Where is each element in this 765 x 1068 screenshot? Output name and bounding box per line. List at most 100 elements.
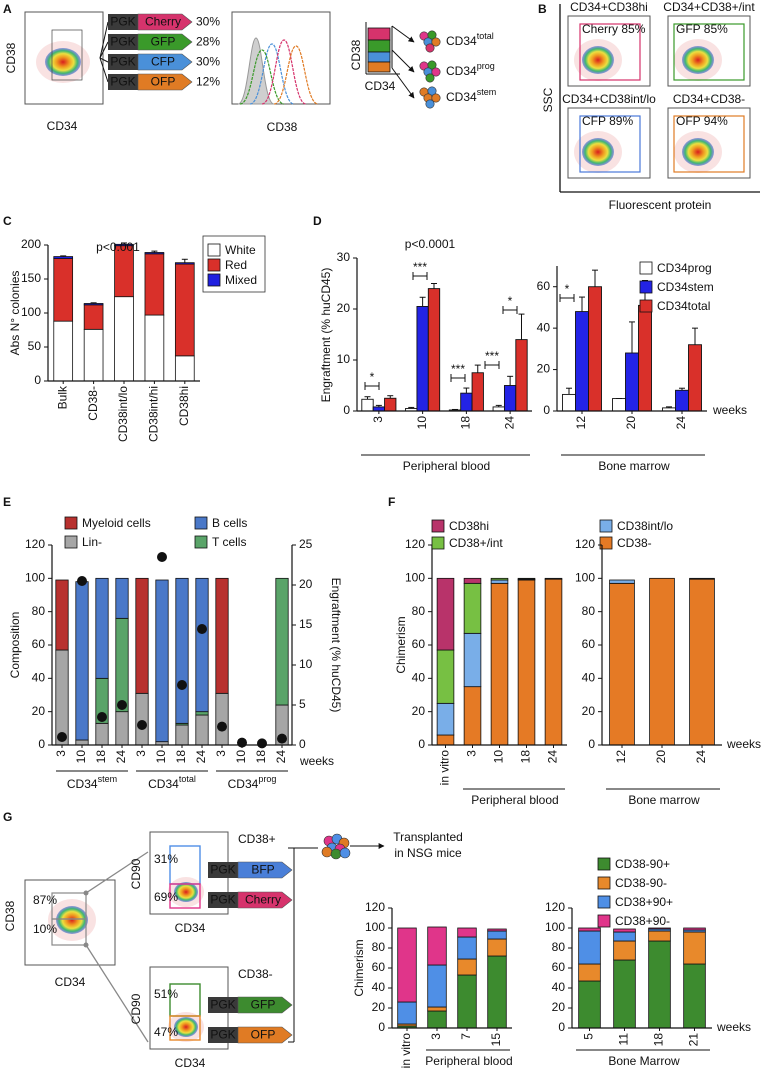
y-tick-label: 40 (412, 671, 426, 685)
x-tick-label: 11 (617, 1033, 631, 1046)
axis-label: CD34 (365, 79, 396, 93)
x-tick-label: 3 (429, 1033, 443, 1040)
bar-segment (144, 253, 165, 316)
bar-segment (174, 355, 195, 382)
x-tick-label: Bulk (55, 385, 69, 409)
x-tick-label: 18 (174, 750, 188, 764)
engraftment-dot (237, 737, 247, 748)
x-unit-label: weeks (716, 1020, 751, 1034)
x-tick-label: 21 (687, 1033, 701, 1047)
x-tick-label: 10 (234, 750, 248, 764)
bar (471, 372, 484, 412)
legend-label: CD38+/int (449, 536, 503, 550)
population-label: CD34stem (446, 87, 496, 104)
legend-swatch (207, 243, 221, 257)
bar-segment (83, 304, 104, 330)
x-tick-label: 3 (54, 750, 68, 757)
cell-icon (431, 93, 441, 103)
population-label-base: CD34 (446, 90, 477, 104)
connector-dot (83, 890, 89, 896)
bar-segment (174, 263, 195, 357)
x-tick-label: CD38hi (177, 386, 191, 426)
connector (99, 57, 109, 63)
y2-tick-label: 5 (299, 697, 306, 711)
percent-label: 28% (196, 35, 220, 49)
axis-label: CD38 (349, 39, 363, 70)
legend-label: CD34stem (657, 280, 714, 294)
bar (503, 385, 517, 412)
bar-segment (578, 980, 601, 1029)
promoter-box (208, 892, 238, 908)
axis-label: CD38 (3, 900, 17, 931)
y-tick-label: 0 (34, 373, 41, 387)
bar-segment (115, 711, 129, 746)
y2-tick-label: 10 (299, 657, 313, 671)
y-axis-label: Composition (8, 612, 22, 679)
connector (99, 21, 109, 59)
axis-label: CD34 (47, 119, 78, 133)
bar-segment (487, 938, 507, 957)
axis-label: CD34 (175, 921, 206, 935)
y-tick-label: 20 (552, 1000, 566, 1014)
scheme-segment (367, 27, 391, 41)
legend-label: CD38-90+ (615, 857, 670, 871)
bar (427, 288, 441, 412)
bar-segment (457, 927, 477, 938)
bar (416, 306, 429, 412)
legend-label: Myeloid cells (82, 516, 151, 530)
flow-density (174, 882, 198, 902)
bar-segment (55, 579, 69, 651)
axis-label: CD34 (175, 1056, 206, 1068)
x-group-label: CD34prog (228, 774, 277, 791)
legend-label: T cells (212, 535, 246, 549)
bar-segment (397, 927, 417, 1003)
bar (575, 311, 589, 412)
bar (625, 352, 639, 412)
histogram-curve (273, 45, 319, 105)
bar-segment (578, 927, 601, 932)
gate-label: 10% (33, 922, 57, 936)
x-group-label-base: CD34 (228, 777, 259, 791)
legend-label: CD38+90- (615, 914, 670, 928)
panel-label: D (313, 214, 322, 228)
promoter-label: PGK (210, 863, 235, 877)
x-tick-label: 24 (546, 750, 560, 764)
subset-title: CD38- (238, 967, 273, 981)
flow-density (582, 46, 614, 74)
legend-swatch (599, 536, 613, 550)
axis-label: CD90 (129, 993, 143, 1024)
bar-segment (83, 303, 104, 306)
bar-segment (487, 955, 507, 1029)
bar-segment (490, 577, 509, 581)
connector-dot (83, 942, 89, 948)
cell-icon (431, 67, 441, 77)
cell-icon (425, 99, 435, 109)
percent-label: 12% (196, 75, 220, 89)
bar-segment (648, 930, 671, 942)
y-tick-label: 60 (582, 637, 596, 651)
gene-label: GFP (251, 998, 276, 1012)
bar-segment (75, 739, 89, 746)
gate-label: 69% (154, 890, 178, 904)
x-group-label: CD34total (148, 774, 196, 791)
x-tick-label: 20 (654, 750, 668, 764)
bar-segment (275, 577, 289, 706)
y-axis-label: Chimerism (394, 616, 408, 673)
x-tick-label: 10 (74, 750, 88, 764)
histogram-curve (237, 37, 275, 105)
x-axis-label: Bone Marrow (608, 1054, 680, 1068)
bar-segment (83, 328, 104, 382)
bar-segment (195, 714, 209, 746)
y-tick-label: 0 (418, 737, 425, 751)
gate (51, 29, 83, 81)
legend-swatch (431, 536, 445, 550)
bar-segment (487, 930, 507, 940)
bar-segment (55, 649, 69, 746)
histogram-curve (261, 39, 307, 105)
legend-label: CD38-90- (615, 876, 667, 890)
legend-swatch (597, 914, 611, 928)
bar-segment (144, 252, 165, 255)
y-tick-label: 40 (582, 671, 596, 685)
promoter-box (108, 54, 138, 70)
